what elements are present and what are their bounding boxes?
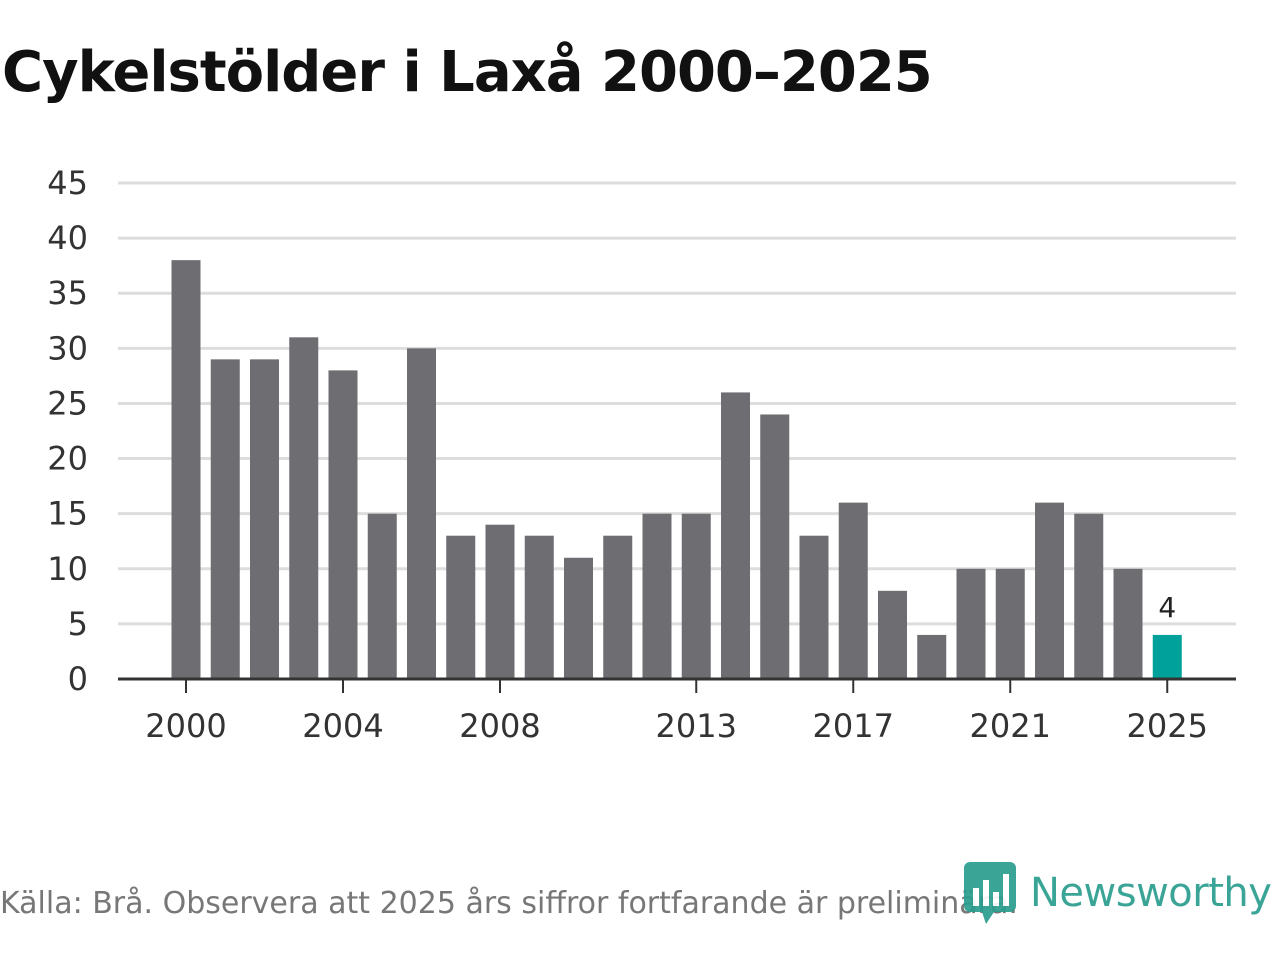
x-tick-label: 2000 [145, 707, 226, 745]
bar-2007 [446, 535, 476, 679]
data-label-2025: 4 [1158, 591, 1176, 624]
bar-2008 [485, 524, 515, 679]
y-tick-label: 35 [47, 274, 88, 312]
x-tick-label: 2021 [970, 707, 1051, 745]
y-tick-label: 40 [47, 219, 88, 257]
x-axis: 2000 2004 2008 2013 2017 2021 2025 [118, 677, 1236, 745]
bar-2006 [407, 348, 436, 679]
bar-2003 [289, 337, 319, 679]
x-tick-label: 2004 [302, 707, 383, 745]
x-tick-label: 2025 [1127, 707, 1208, 745]
chart-title: Cykelstölder i Laxå 2000–2025 [2, 40, 933, 105]
newsworthy-logo-icon [964, 862, 1016, 924]
x-tick-label: 2008 [459, 707, 540, 745]
bar-2017 [838, 502, 868, 679]
bar-2005 [367, 513, 397, 679]
bar-2021 [995, 568, 1025, 679]
gridlines [118, 181, 1236, 626]
bar-2009 [524, 535, 554, 679]
y-tick-label: 45 [47, 164, 88, 202]
newsworthy-logo: Newsworthy [964, 862, 1272, 924]
y-tick-label: 5 [68, 605, 88, 643]
bar-2001 [210, 359, 240, 679]
bar-2012 [642, 513, 672, 679]
y-axis-ticks: 0 5 10 15 20 25 30 35 40 45 [47, 164, 88, 698]
bar-2019 [917, 634, 947, 679]
bar-2020 [956, 568, 986, 679]
bar-2022 [1035, 502, 1064, 679]
bar-2014 [721, 392, 750, 679]
bar-2011 [603, 535, 633, 679]
bar-2015 [760, 414, 790, 679]
x-tick-label: 2013 [656, 707, 737, 745]
y-tick-label: 10 [47, 550, 88, 588]
bar-2013 [681, 513, 711, 679]
bar-2016 [799, 535, 829, 679]
bars [171, 260, 1182, 679]
y-tick-label: 15 [47, 495, 88, 533]
bar-2018 [878, 590, 907, 679]
source-note: Källa: Brå. Observera att 2025 års siffr… [0, 886, 1018, 921]
x-tick-label: 2017 [813, 707, 894, 745]
bar-2023 [1074, 513, 1104, 679]
y-tick-label: 20 [47, 440, 88, 478]
bar-2000 [171, 260, 201, 679]
bar-2004 [328, 370, 358, 679]
brand-name: Newsworthy [1030, 870, 1272, 916]
data-labels: 4 [1158, 591, 1176, 624]
y-tick-label: 0 [68, 660, 88, 698]
y-tick-label: 25 [47, 384, 88, 422]
y-tick-label: 30 [47, 329, 88, 367]
bar-2024 [1113, 568, 1143, 679]
bar-2002 [250, 359, 279, 679]
bar-2025 [1152, 634, 1182, 679]
bar-2010 [564, 557, 593, 679]
